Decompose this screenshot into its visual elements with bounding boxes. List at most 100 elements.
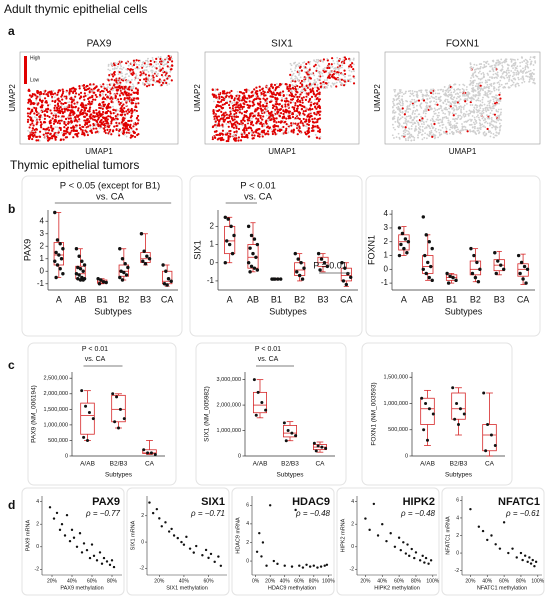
umap-point — [76, 135, 79, 138]
umap-point — [490, 107, 492, 110]
data-point — [522, 264, 527, 269]
umap-point — [308, 63, 311, 65]
umap-point — [421, 120, 424, 122]
umap-point — [266, 100, 269, 103]
y-axis-label: SIX1 — [192, 240, 202, 260]
data-point — [427, 562, 430, 565]
umap-point — [442, 89, 444, 91]
umap-point — [304, 89, 307, 92]
umap-point — [233, 113, 236, 116]
umap-point — [82, 132, 85, 136]
umap-point — [97, 114, 100, 117]
umap-point — [284, 131, 288, 135]
umap-point — [421, 93, 424, 96]
chart-title: PAX9 — [92, 496, 120, 508]
umap-point — [329, 70, 332, 72]
umap-point — [277, 93, 281, 96]
y-tick-label: 6 — [246, 503, 249, 509]
umap-point — [349, 80, 352, 83]
umap-point — [449, 84, 451, 86]
umap-point — [223, 92, 226, 95]
x-tick-label: 60% — [499, 578, 510, 584]
umap-point — [70, 126, 73, 129]
umap-point — [517, 84, 520, 87]
umap-point — [216, 138, 219, 141]
data-point — [88, 556, 92, 560]
umap-point — [225, 131, 228, 134]
x-tick-label: B2 — [294, 294, 305, 304]
umap-point — [462, 108, 465, 110]
umap-point — [127, 97, 130, 100]
umap-point — [157, 62, 160, 65]
umap-point — [523, 60, 526, 63]
umap-point — [266, 97, 269, 100]
umap-point — [394, 89, 397, 91]
umap-point — [146, 82, 149, 85]
umap-point — [95, 109, 98, 112]
data-point — [454, 278, 458, 283]
umap-point — [349, 58, 352, 60]
umap-point — [461, 123, 463, 125]
data-point — [282, 421, 286, 425]
umap-point — [72, 106, 75, 109]
umap-point — [285, 99, 289, 102]
umap-point — [79, 91, 83, 94]
umap-point — [423, 136, 426, 139]
umap-point — [488, 104, 491, 107]
umap-point — [455, 129, 458, 132]
umap-point — [430, 88, 432, 91]
umap-point — [242, 118, 245, 121]
umap-point — [42, 109, 45, 112]
umap-point — [476, 99, 479, 101]
umap-point — [313, 74, 316, 77]
umap-point — [51, 97, 54, 100]
umap-point — [136, 122, 140, 125]
umap-point — [217, 98, 220, 101]
data-point — [296, 257, 300, 261]
umap-point — [72, 113, 75, 116]
umap-point — [450, 123, 452, 126]
umap-point — [145, 78, 148, 81]
data-point — [248, 246, 252, 250]
umap-point — [221, 129, 225, 132]
data-point — [410, 547, 413, 551]
umap-point — [294, 104, 297, 107]
umap-point — [302, 110, 305, 113]
umap-point — [277, 120, 280, 124]
umap-point — [395, 106, 398, 109]
umap-point — [106, 128, 109, 131]
umap-point — [102, 123, 105, 127]
umap-point — [147, 63, 150, 66]
umap-point — [323, 70, 326, 74]
umap-point — [39, 91, 42, 94]
umap-point — [218, 105, 221, 108]
umap-point — [500, 108, 502, 111]
umap-point — [435, 98, 438, 101]
umap-point — [484, 134, 487, 137]
umap-point — [237, 136, 240, 139]
annotation: P < 0.05 (except for B1) — [60, 181, 160, 192]
y-axis-label: SIX1 mRNA — [130, 520, 136, 550]
umap-point — [69, 117, 72, 120]
umap-point — [283, 121, 286, 124]
umap-point — [320, 59, 323, 62]
umap-point — [107, 115, 110, 118]
umap-point — [54, 114, 58, 117]
umap-point — [253, 88, 256, 91]
umap-point — [405, 129, 408, 132]
y-tick-label: 0 — [351, 544, 354, 550]
data-point — [521, 558, 524, 562]
umap-point — [479, 70, 481, 73]
umap-point — [241, 124, 244, 127]
umap-point — [294, 67, 297, 69]
x-tick-label: 20% — [154, 578, 165, 584]
umap-point — [35, 97, 38, 100]
umap-point — [141, 73, 144, 76]
umap-point — [107, 109, 110, 113]
umap-point — [498, 100, 500, 102]
umap-point — [240, 133, 244, 136]
umap-point — [496, 99, 499, 102]
umap-point — [127, 94, 130, 97]
umap-point — [255, 117, 258, 120]
